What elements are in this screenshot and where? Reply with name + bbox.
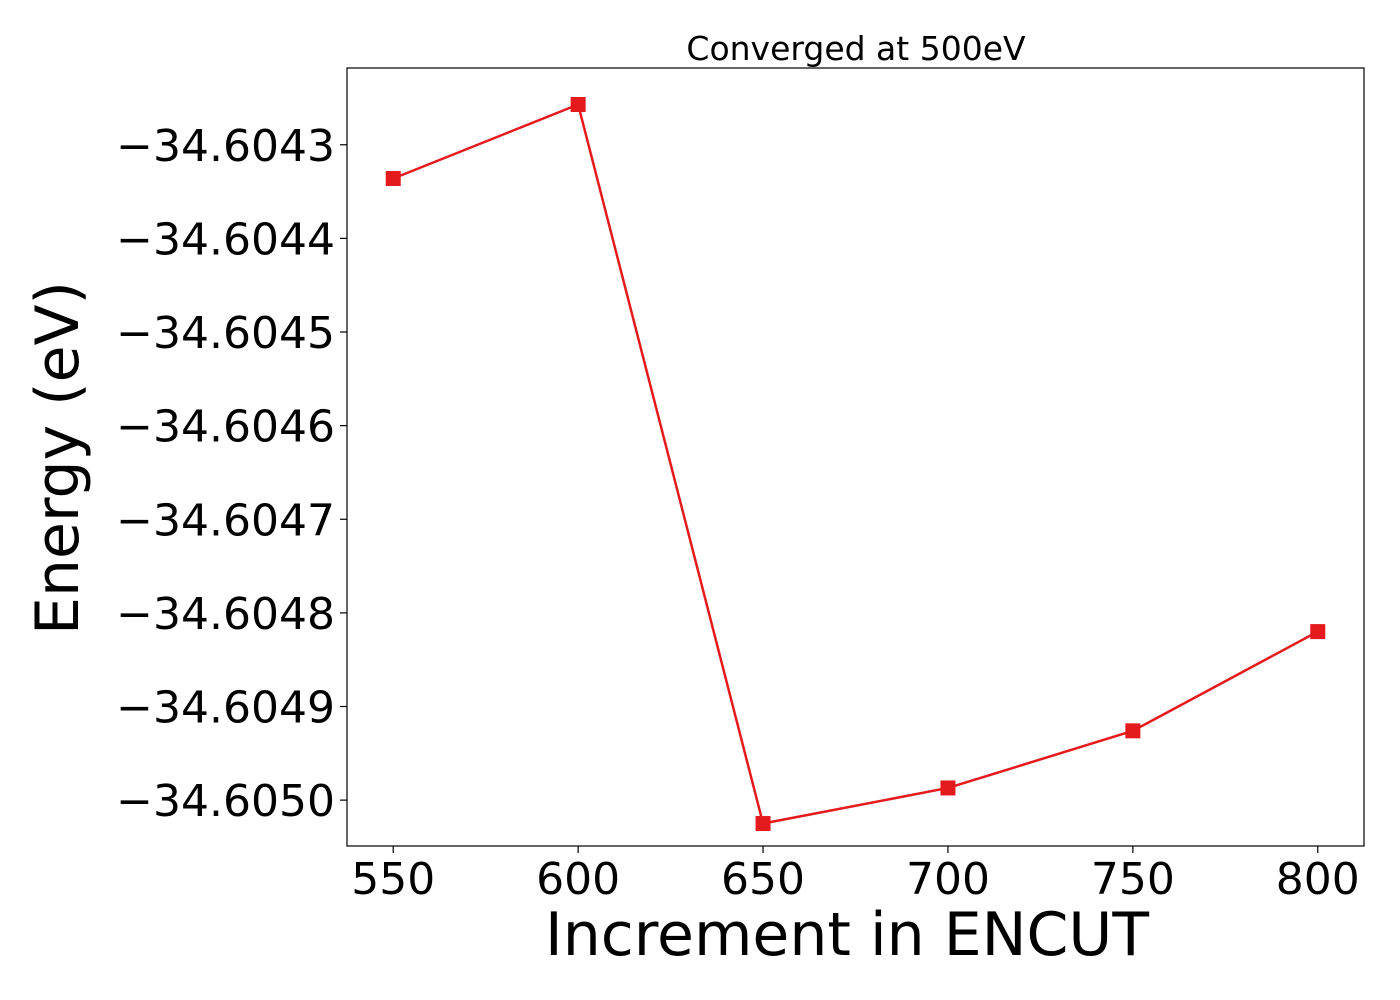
x-tick-label: 750: [1091, 854, 1175, 905]
x-tick-label: 700: [906, 854, 990, 905]
x-tick-label: 650: [721, 854, 805, 905]
y-axis-ticks: −34.6043 −34.6044 −34.6045 −34.6046 −34.6047…: [116, 121, 347, 827]
chart-title: Converged at 500eV: [686, 29, 1026, 68]
y-tick-label: −34.6045: [116, 308, 335, 359]
data-series: [385, 97, 1326, 832]
plot-axes: [346, 67, 1365, 847]
data-point-marker: [385, 170, 401, 186]
data-point-marker: [570, 97, 586, 113]
data-point-marker: [1310, 624, 1326, 640]
y-tick-label: −34.6047: [116, 495, 335, 546]
plot-frame: [346, 67, 1365, 847]
y-tick-label: −34.6050: [116, 776, 335, 827]
data-point-marker: [940, 780, 956, 796]
y-tick-label: −34.6044: [116, 214, 335, 265]
y-tick-label: −34.6043: [116, 121, 335, 172]
y-tick-label: −34.6048: [116, 589, 335, 640]
data-point-marker: [755, 816, 771, 832]
data-point-marker: [1125, 723, 1141, 739]
x-tick-label: 800: [1276, 854, 1360, 905]
x-tick-label: 600: [536, 854, 620, 905]
y-tick-label: −34.6046: [116, 402, 335, 453]
x-tick-label: 550: [351, 854, 435, 905]
y-tick-label: −34.6049: [116, 683, 335, 734]
x-axis-ticks: 550 600 650 700 750 800: [351, 846, 1360, 905]
x-axis-label: Increment in ENCUT: [545, 900, 1149, 970]
series-line: [392, 102, 1319, 825]
y-axis-label: Energy (eV): [23, 281, 93, 635]
